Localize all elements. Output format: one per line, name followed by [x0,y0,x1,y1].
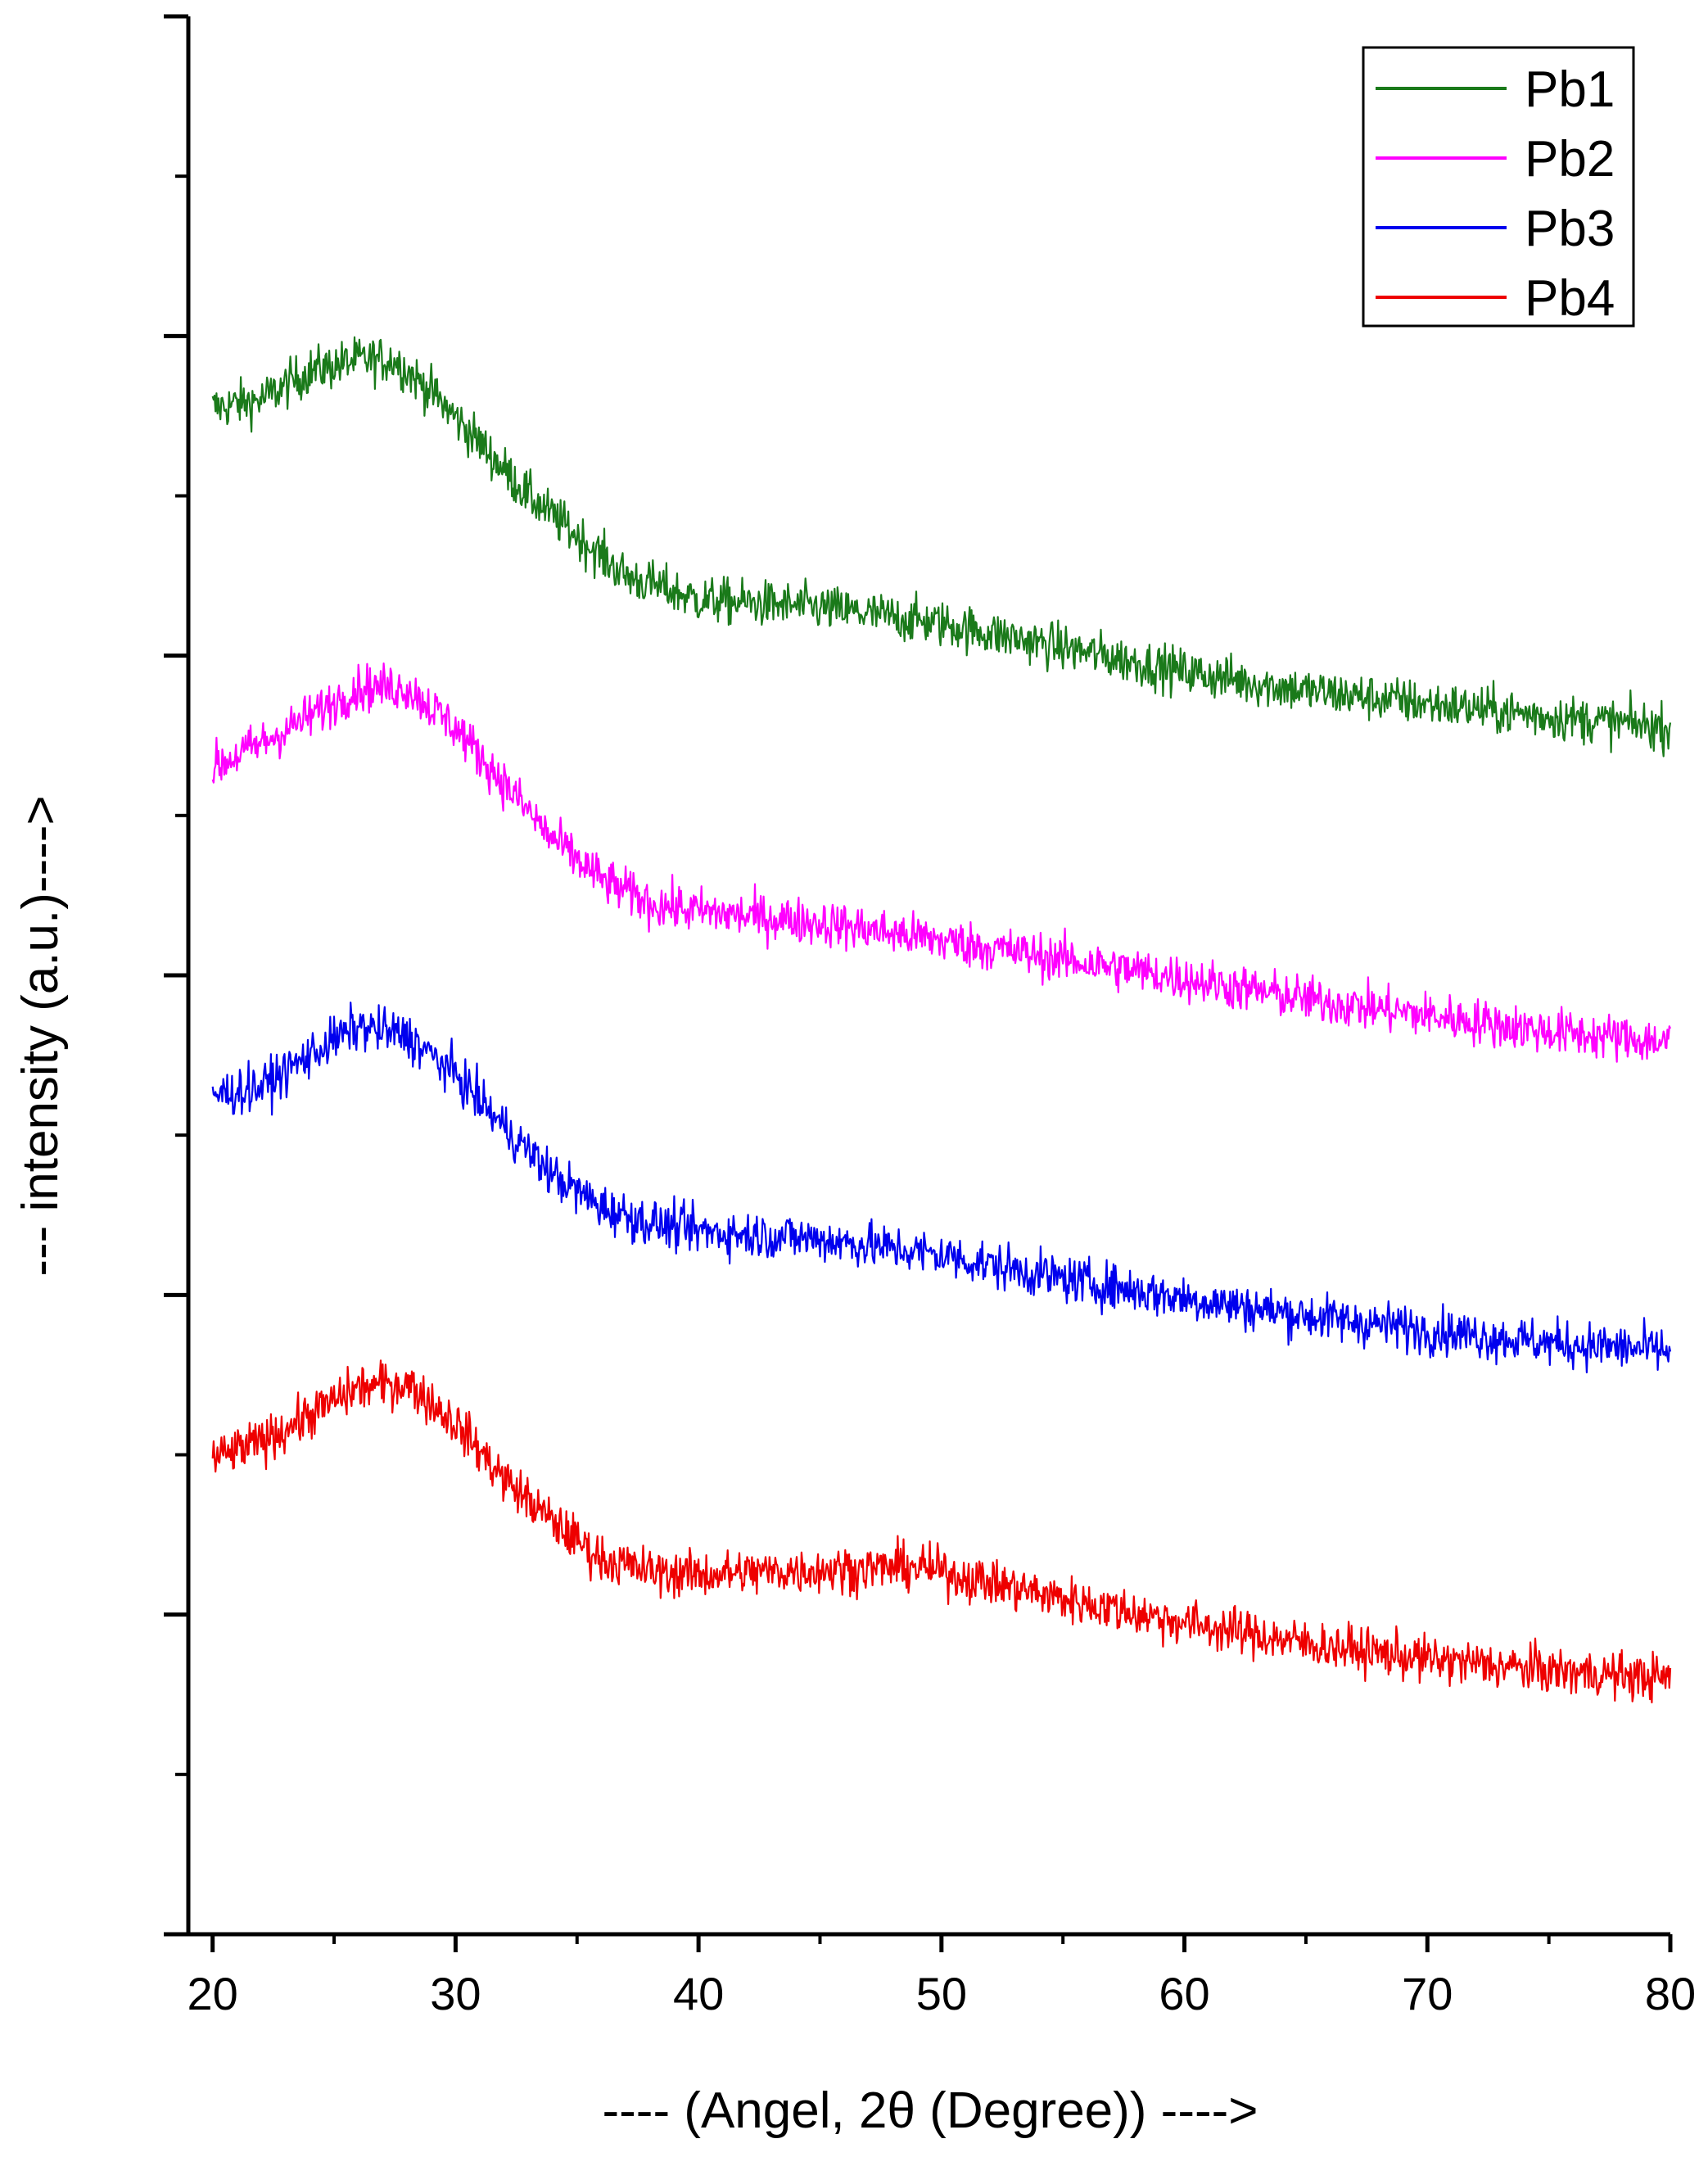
legend-box [1362,46,1635,328]
x-tick-label: 20 [188,1968,238,2019]
legend-label-pb3: Pb3 [1525,201,1615,257]
x-tick-label: 40 [673,1968,724,2019]
legend-label-pb2: Pb2 [1525,131,1615,188]
legend: Pb1 Pb2 Pb3 Pb4 [1362,46,1635,328]
series-line-pb1 [211,336,1672,757]
x-axis-title: ---- (Angel, 2θ (Degree)) ----> [603,2082,1258,2139]
ticks-layer: 20 30 40 50 60 70 80 [164,14,1696,2019]
x-tick-label: 30 [430,1968,481,2019]
series-line-pb4 [211,1359,1672,1704]
series-line-pb2 [211,662,1672,1063]
x-tick-label: 80 [1645,1968,1696,2019]
x-tick-label: 70 [1402,1968,1453,2019]
series-layer [211,336,1672,1704]
x-tick-label: 50 [916,1968,967,2019]
y-axis-title: --- intensity (a.u.)----> [12,795,69,1276]
x-tick-label: 60 [1159,1968,1209,2019]
series-line-pb3 [211,1002,1672,1374]
legend-label-pb4: Pb4 [1525,270,1615,327]
legend-label-pb1: Pb1 [1525,61,1615,118]
